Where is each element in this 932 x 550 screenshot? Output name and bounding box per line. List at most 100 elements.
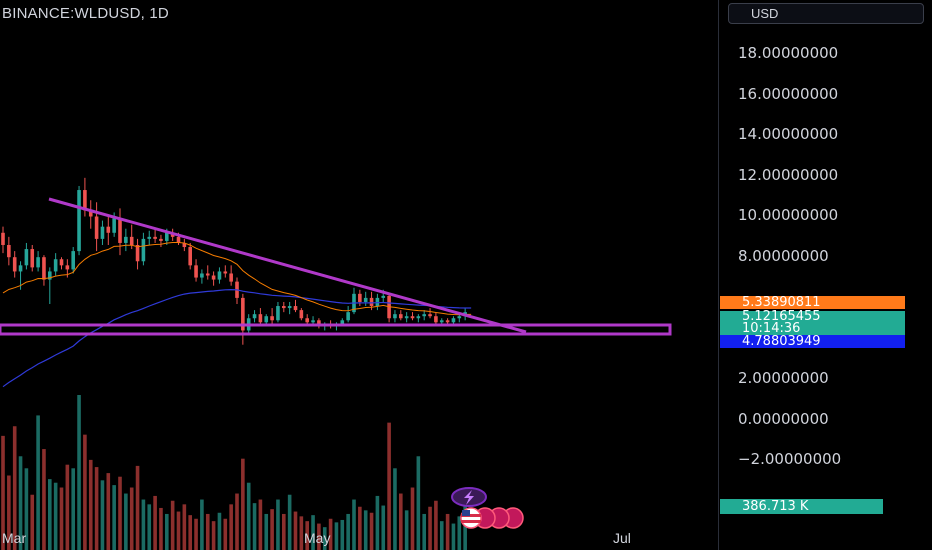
volume-bar [94,467,99,550]
candle-body [211,275,216,280]
volume-bar [153,495,157,550]
volume-bar [194,518,198,550]
current-price-tag: 5.12165455 10:14:36 [720,310,905,336]
volume-bar [182,504,187,550]
candle-body [153,236,157,239]
volume-bar [369,512,374,550]
volume-bar [12,426,17,550]
volume-bar [77,395,81,550]
volume-bar [83,434,87,550]
candle-body [241,297,245,331]
volume-bar [217,512,222,550]
candle-body [317,320,321,327]
candle-body [270,316,274,321]
volume-bar [36,415,40,550]
volume-bar [340,519,345,550]
volume-bar [393,468,397,550]
volume-bar [200,499,204,550]
volume-bar [30,494,35,550]
candle-body [106,226,111,233]
candle-body [7,244,11,258]
candle-body [65,265,70,270]
candle-body [205,273,210,276]
candle-body [381,295,386,298]
volume-bar [71,468,75,550]
volume-bar [170,500,175,550]
volume-bar [381,505,386,550]
candle-body [369,297,374,307]
volume-bar [42,449,46,550]
candle-body [293,306,298,311]
volume-bar [59,487,64,550]
candle-body [77,190,81,252]
countdown-timer: 10:14:36 [742,321,801,336]
ema-short-line [2,242,472,316]
price-tick-label: 8.00000000 [738,247,829,265]
candle-body [287,306,292,309]
candle-body [264,316,269,323]
candle-body [1,232,5,245]
candle-body [112,218,116,233]
candle-body [182,242,187,248]
descending-trendline[interactable] [48,197,527,334]
volume-bar [147,504,152,550]
volume-bar [322,527,327,550]
volume-bar [48,479,52,550]
volume-bar [165,513,169,550]
candle-body [48,271,52,280]
volume-bar [53,482,58,550]
candle-body [135,244,140,262]
candle-body [311,320,315,323]
ema-long-price-tag: 4.78803949 [720,335,905,348]
volume-bar [223,518,228,550]
support-zone[interactable] [0,323,672,336]
candle-body [94,216,99,239]
currency-button[interactable]: USD [728,3,924,24]
volume-bar [252,503,257,550]
volume-bar [434,500,438,550]
volume-bar [124,493,128,550]
volume-bar [18,456,23,550]
candle-body [194,265,198,278]
candle-body [252,314,257,319]
candle-body [299,310,304,319]
volume-bar [270,509,274,550]
candle-body [363,297,368,302]
volume-bar [282,513,286,550]
candle-body [439,320,444,323]
candle-body [188,247,192,266]
candle-body [410,316,415,319]
candles [1,177,467,345]
candle-body [223,271,228,274]
volume-bar [293,511,298,550]
volume-bar [451,523,456,550]
volume-bar [387,422,391,550]
volume-bars [1,395,467,550]
volume-bar [317,523,321,550]
volume-bar [457,516,462,550]
volume-bar [1,435,5,550]
candle-body [165,232,169,241]
volume-bar [141,499,146,550]
volume-bar [346,513,350,550]
volume-bar [404,510,409,550]
candle-body [346,312,350,321]
candle-body [305,318,309,323]
month-label-may: May [304,530,331,546]
volume-bar [235,493,239,550]
volume-bar [422,513,426,550]
month-label-mar: Mar [2,530,27,546]
volume-bar [299,516,304,550]
volume-bar [7,475,11,550]
symbol-title[interactable]: BINANCE:WLDUSD, 1D [2,5,169,22]
volume-bar [287,494,292,550]
volume-bar [229,504,233,550]
candle-body [118,218,122,243]
volume-bar [305,521,309,550]
volume-bar [258,499,263,550]
volume-bar [399,493,403,550]
volume-bar [176,511,181,550]
axis-separator [718,0,719,550]
candle-body [229,273,233,282]
